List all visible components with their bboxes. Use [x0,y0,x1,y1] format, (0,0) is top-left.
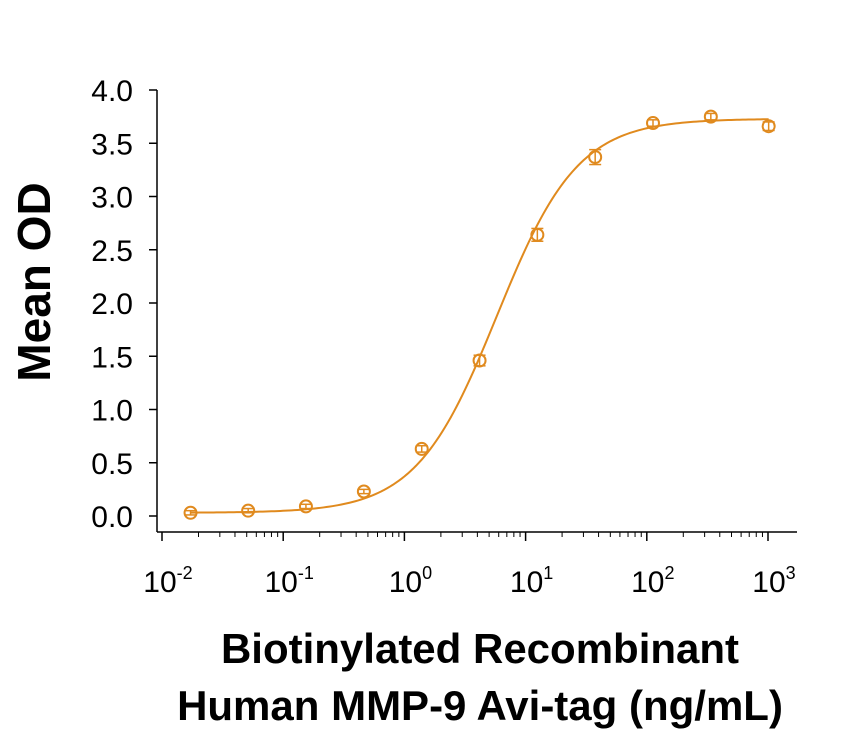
x-tick-base: 10 [510,566,543,599]
data-point [241,503,256,518]
x-axis-title-line-1: Biotinylated Recombinant [221,625,739,672]
data-marker [588,150,603,165]
x-tick-label: 103 [752,563,795,599]
y-tick-label: 2.0 [91,288,133,321]
x-tick-label: 102 [631,563,674,599]
y-tick-label: 0.0 [91,501,133,534]
x-tick-exponent: -1 [298,563,314,583]
data-point [183,505,198,520]
x-tick-exponent: 2 [664,563,674,583]
x-tick-base: 10 [631,566,664,599]
data-point [703,109,718,124]
fit-curve [190,118,769,514]
x-tick-base: 10 [265,566,298,599]
y-tick-label: 3.5 [91,128,133,161]
x-tick-exponent: 0 [422,563,432,583]
x-tick-exponent: 1 [543,563,553,583]
data-marker [356,484,371,499]
data-points [183,109,776,520]
x-tick-exponent: -2 [177,563,193,583]
data-marker [530,227,545,242]
x-axis: 10-2 10-1 100 101 102 103 [143,531,797,599]
x-tick-base: 10 [752,566,785,599]
x-tick-base: 10 [389,566,422,599]
data-marker [645,116,660,131]
data-point [761,119,776,134]
x-tick-label: 101 [510,563,553,599]
y-axis: 0.0 0.5 1.0 1.5 2.0 2.5 3.0 3.5 4.0 [91,75,158,534]
data-marker [472,353,487,368]
y-tick-label: 1.5 [91,341,133,374]
y-tick-label: 2.5 [91,235,133,268]
data-point [414,441,429,456]
data-point [530,227,545,242]
data-marker [241,503,256,518]
x-tick-label: 10-2 [143,563,192,599]
data-point [356,484,371,499]
data-marker [183,505,198,520]
x-tick-label: 100 [389,563,432,599]
x-tick-label: 10-1 [265,563,314,599]
x-tick-base: 10 [143,566,176,599]
x-axis-title-line-2: Human MMP-9 Avi-tag (ng/mL) [177,682,783,729]
data-marker [414,441,429,456]
y-tick-label: 1.0 [91,395,133,428]
data-marker [703,109,718,124]
data-point [472,353,487,368]
data-marker [761,119,776,134]
y-tick-label: 3.0 [91,182,133,215]
y-axis-title: Mean OD [8,182,60,381]
data-point [645,116,660,131]
y-ticks: 0.0 0.5 1.0 1.5 2.0 2.5 3.0 3.5 4.0 [91,75,157,534]
x-tick-exponent: 3 [786,563,796,583]
y-tick-label: 0.5 [91,448,133,481]
x-ticks: 10-2 10-1 100 101 102 103 [143,532,796,599]
data-point [298,499,313,514]
data-marker [298,499,313,514]
data-point [588,148,603,166]
y-tick-label: 4.0 [91,75,133,108]
